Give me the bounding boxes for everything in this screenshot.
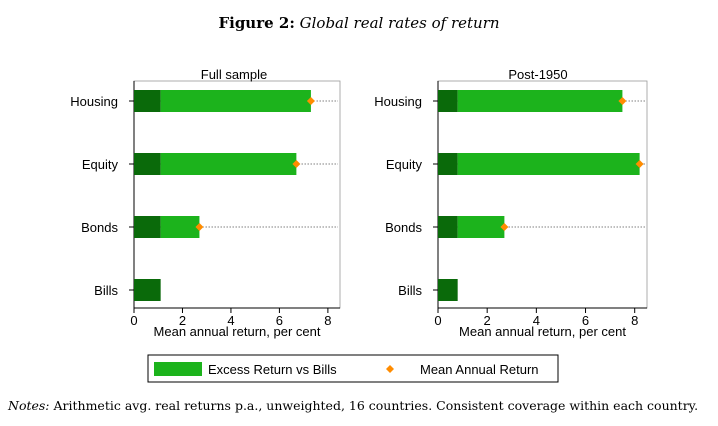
x-tick-label: 4 xyxy=(533,313,540,328)
bar-bills xyxy=(134,90,161,112)
bar-excess-return xyxy=(160,216,200,238)
figure-title: Figure 2: Global real rates of return xyxy=(0,14,718,32)
category-label: Bonds xyxy=(81,220,118,235)
x-tick-label: 8 xyxy=(324,313,331,328)
notes-label: Notes: xyxy=(8,398,50,413)
x-tick-label: 0 xyxy=(130,313,137,328)
panel-post-1950: Post-1950 Housing Equity Bonds Bills 0 2 4 6 8 Mea… xyxy=(374,67,648,339)
legend: Excess Return vs Bills Mean Annual Return xyxy=(147,354,559,383)
legend-marker-mean xyxy=(386,365,394,373)
notes-text: Arithmetic avg. real returns p.a., unwei… xyxy=(53,398,699,413)
x-tick-label: 0 xyxy=(434,313,441,328)
category-label: Housing xyxy=(70,94,118,109)
category-label: Housing xyxy=(374,94,422,109)
panel-full-sample: Full sample Housing Equity Bonds Bills 0 2 4 6 8M… xyxy=(70,67,341,339)
bar-excess-return xyxy=(160,153,297,175)
bar-bills xyxy=(134,216,161,238)
category-label: Bills xyxy=(398,283,422,298)
mean-return-marker xyxy=(306,97,315,105)
x-tick-label: 4 xyxy=(227,313,234,328)
bar-excess-return xyxy=(457,216,505,238)
mean-return-marker xyxy=(618,97,627,105)
category-label: Bills xyxy=(94,283,118,298)
legend-box xyxy=(147,354,559,383)
legend-swatch-excess xyxy=(154,362,202,376)
bar-excess-return xyxy=(457,153,640,175)
x-tick-label: 6 xyxy=(276,313,283,328)
bar-bills xyxy=(438,279,458,301)
mean-return-marker xyxy=(500,223,509,231)
panel-title: Post-1950 xyxy=(508,67,567,82)
category-label: Bonds xyxy=(385,220,422,235)
category-label: Equity xyxy=(386,157,423,172)
category-label: Equity xyxy=(82,157,119,172)
bar-bills xyxy=(134,153,161,175)
bar-excess-return xyxy=(160,90,311,112)
figure-label: Figure 2: xyxy=(218,14,295,32)
legend-label-mean: Mean Annual Return xyxy=(420,362,539,377)
x-tick-label: 6 xyxy=(582,313,589,328)
bar-bills xyxy=(134,279,161,301)
x-tick-label: 2 xyxy=(484,313,491,328)
bar-bills xyxy=(438,90,458,112)
plot-frame xyxy=(437,80,648,309)
mean-return-marker xyxy=(635,160,644,168)
bar-excess-return xyxy=(457,90,623,112)
mean-return-marker xyxy=(292,160,301,168)
panel-title: Full sample xyxy=(201,67,267,82)
x-tick-label: 2 xyxy=(179,313,186,328)
bar-bills xyxy=(438,216,458,238)
figure-notes: Notes: Arithmetic avg. real returns p.a.… xyxy=(8,398,713,413)
mean-return-marker xyxy=(195,223,204,231)
figure-caption: Global real rates of return xyxy=(299,14,500,32)
legend-label-excess: Excess Return vs Bills xyxy=(208,362,337,377)
plot-frame xyxy=(133,80,341,309)
x-axis-label: Mean annual return, per cent xyxy=(459,324,626,339)
x-tick-label: 8 xyxy=(631,313,638,328)
x-axis-label: Mean annual return, per cent xyxy=(154,324,321,339)
bar-bills xyxy=(438,153,458,175)
